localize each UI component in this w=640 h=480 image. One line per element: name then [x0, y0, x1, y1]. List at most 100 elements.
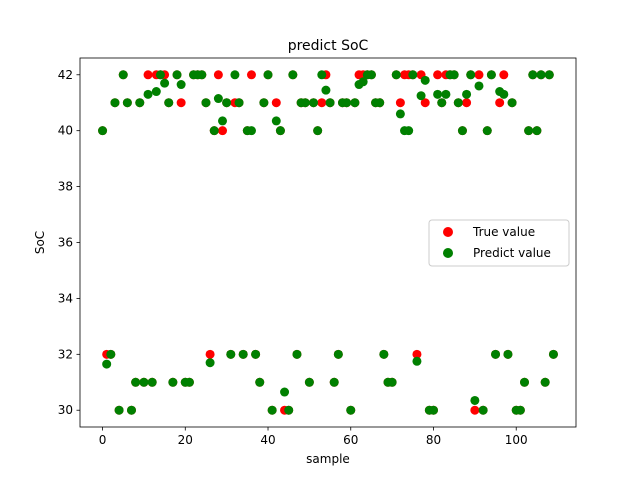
point-predict-value-51: [309, 98, 319, 108]
point-predict-value-99: [507, 98, 517, 108]
point-predict-value-43: [275, 126, 285, 136]
point-predict-value-42: [271, 116, 281, 126]
point-predict-value-102: [520, 377, 529, 387]
point-true-value-72: [395, 98, 405, 108]
point-predict-value-57: [333, 349, 343, 359]
point-true-value-36: [246, 70, 256, 80]
point-predict-value-25: [201, 98, 211, 108]
point-predict-value-40: [263, 70, 273, 80]
point-predict-value-107: [540, 377, 550, 387]
point-predict-value-76: [412, 356, 422, 366]
point-predict-value-34: [238, 349, 248, 359]
point-true-value-28: [213, 70, 223, 80]
point-predict-value-92: [478, 405, 488, 415]
point-predict-value-36: [246, 126, 256, 136]
point-predict-value-75: [408, 70, 418, 80]
point-predict-value-70: [387, 377, 397, 387]
point-predict-value-108: [544, 70, 554, 80]
point-true-value-76: [412, 349, 422, 359]
point-predict-value-95: [491, 349, 501, 359]
point-predict-value-61: [350, 98, 360, 108]
x-tick-label: 20: [178, 433, 193, 447]
point-predict-value-31: [226, 349, 236, 359]
point-predict-value-55: [325, 98, 335, 108]
data-points: [98, 70, 558, 415]
point-predict-value-74: [404, 126, 414, 136]
point-predict-value-80: [428, 405, 438, 415]
point-predict-value-0: [98, 126, 108, 136]
point-predict-value-37: [251, 349, 261, 359]
point-true-value-42: [271, 98, 281, 108]
point-predict-value-109: [548, 349, 558, 359]
point-predict-value-19: [176, 80, 186, 90]
point-true-value-11: [143, 70, 153, 80]
point-predict-value-32: [230, 70, 240, 80]
point-predict-value-52: [313, 126, 323, 136]
x-tick-label: 80: [426, 433, 441, 447]
point-true-value-53: [317, 98, 327, 108]
point-predict-value-71: [391, 70, 401, 80]
point-predict-value-41: [267, 405, 277, 415]
y-tick-label: 30: [58, 403, 73, 417]
legend-marker-true-value: [443, 227, 453, 237]
point-predict-value-91: [474, 81, 484, 91]
point-predict-value-106: [536, 70, 546, 80]
point-predict-value-21: [184, 377, 194, 387]
x-axis-ticks: 0 20 40 60 80 100: [99, 427, 528, 447]
point-predict-value-82: [437, 98, 447, 108]
point-true-value-91: [474, 70, 484, 80]
point-predict-value-24: [197, 70, 207, 80]
point-predict-value-47: [292, 349, 302, 359]
point-predict-value-60: [346, 405, 356, 415]
x-tick-label: 100: [505, 433, 528, 447]
point-predict-value-104: [528, 70, 538, 80]
point-predict-value-88: [462, 89, 472, 99]
point-predict-value-14: [155, 70, 165, 80]
point-true-value-19: [176, 98, 186, 108]
point-true-value-96: [495, 98, 505, 108]
point-predict-value-93: [482, 126, 492, 136]
point-predict-value-63: [358, 77, 368, 87]
point-predict-value-15: [160, 78, 170, 88]
point-predict-value-85: [449, 70, 459, 80]
point-predict-value-1: [102, 359, 112, 369]
point-predict-value-13: [151, 87, 161, 97]
point-predict-value-101: [515, 405, 525, 415]
point-predict-value-11: [143, 89, 153, 99]
legend-marker-predict-value: [443, 248, 453, 258]
point-predict-value-81: [433, 89, 443, 99]
y-tick-label: 34: [58, 291, 73, 305]
point-predict-value-89: [466, 70, 476, 80]
point-predict-value-90: [470, 395, 480, 405]
x-tick-label: 0: [99, 433, 107, 447]
y-tick-label: 32: [58, 347, 73, 361]
point-predict-value-39: [259, 98, 269, 108]
point-predict-value-67: [375, 98, 385, 108]
point-true-value-88: [462, 98, 472, 108]
point-predict-value-5: [118, 70, 128, 80]
point-predict-value-16: [164, 98, 174, 108]
legend: True value Predict value: [428, 219, 570, 267]
point-predict-value-29: [218, 116, 228, 126]
point-predict-value-105: [532, 126, 542, 136]
point-predict-value-9: [135, 98, 145, 108]
point-true-value-81: [433, 70, 443, 80]
point-true-value-90: [470, 405, 480, 415]
point-predict-value-45: [284, 405, 294, 415]
point-predict-value-17: [168, 377, 178, 387]
y-axis-label: SoC: [33, 231, 47, 254]
point-predict-value-26: [205, 358, 215, 368]
point-predict-value-77: [416, 91, 426, 101]
chart-title: predict SoC: [288, 38, 369, 54]
y-axis-ticks: 30 32 34 36 38 40 42: [58, 68, 80, 417]
point-predict-value-98: [503, 349, 513, 359]
point-predict-value-56: [329, 377, 339, 387]
point-predict-value-8: [131, 377, 141, 387]
point-predict-value-49: [300, 98, 310, 108]
y-tick-label: 38: [58, 180, 73, 194]
x-tick-label: 60: [343, 433, 358, 447]
legend-label-predict-value: Predict value: [473, 246, 551, 260]
point-predict-value-33: [234, 98, 244, 108]
point-true-value-26: [205, 349, 215, 359]
point-predict-value-27: [209, 126, 219, 136]
